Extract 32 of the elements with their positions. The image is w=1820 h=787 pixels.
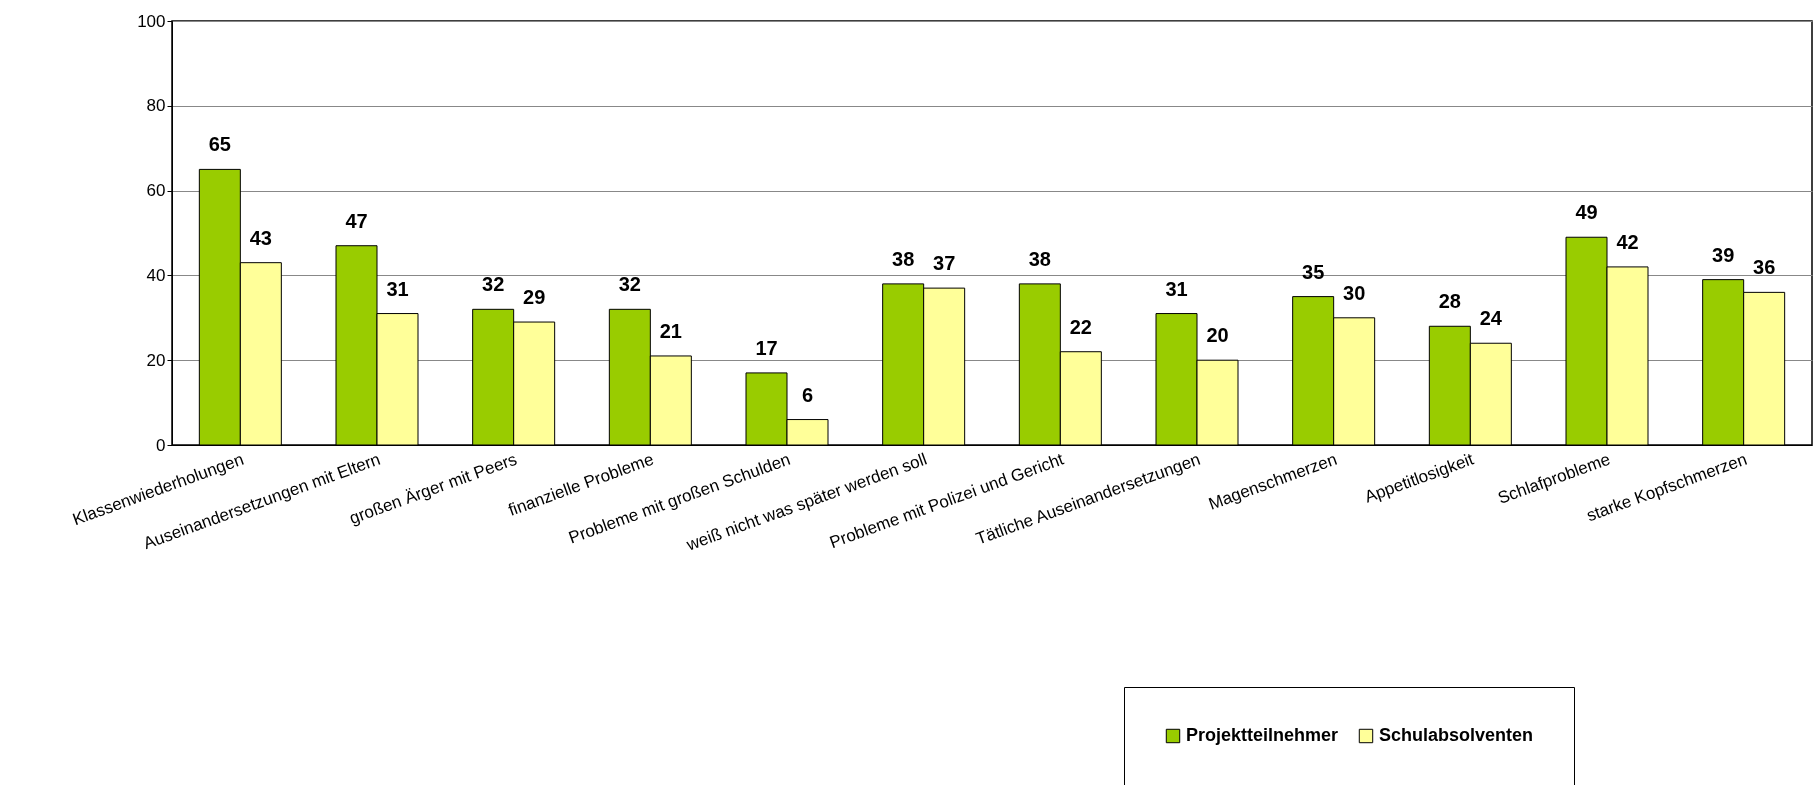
data-label: 38 [892,247,915,270]
data-label: 47 [345,209,368,232]
data-label: 42 [1616,230,1639,253]
data-label: 32 [618,273,641,296]
data-label: 38 [1028,247,1051,270]
data-label: 49 [1575,201,1598,224]
data-label: 65 [208,133,231,156]
data-label: 31 [1165,277,1188,300]
data-label: 21 [659,319,682,342]
data-label: 43 [249,226,272,249]
data-label: 28 [1438,290,1461,313]
legend-label: Schulabsolventen [1379,725,1534,745]
data-label: 20 [1206,324,1229,347]
data-label: 17 [755,336,778,359]
y-tick-label: 60 [146,181,166,201]
data-label: 24 [1479,307,1503,330]
data-label: 30 [1343,281,1366,304]
data-label: 31 [386,277,409,300]
y-tick-label: 40 [146,265,166,285]
y-tick-label: 100 [137,11,166,31]
data-label: 39 [1712,243,1735,266]
data-label: 29 [523,286,546,309]
data-label: 22 [1069,315,1092,338]
y-tick-label: 20 [146,350,166,370]
data-label: 37 [933,252,956,275]
y-tick-label: 80 [146,96,166,116]
data-label: 32 [482,273,505,296]
legend-label: Projektteilnehmer [1186,725,1339,745]
data-label: 6 [801,383,814,406]
data-label: 36 [1753,256,1776,279]
data-label: 35 [1302,260,1325,283]
y-tick-label: 0 [156,435,166,455]
